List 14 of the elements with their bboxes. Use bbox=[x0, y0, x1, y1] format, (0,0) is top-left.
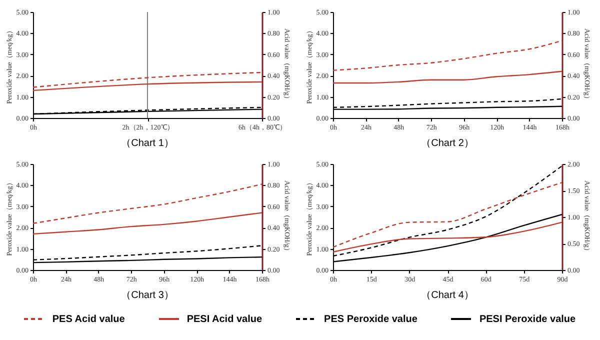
line-series bbox=[33, 184, 262, 224]
line-series bbox=[333, 70, 562, 84]
line-series bbox=[333, 222, 562, 253]
legend-label: PESI Acid value bbox=[186, 314, 262, 324]
line-series bbox=[333, 182, 562, 248]
text: （Chart 4） bbox=[421, 290, 474, 301]
legend-label: PESI Peroxide value bbox=[479, 314, 576, 324]
text: （Chart 2） bbox=[421, 138, 474, 149]
text: （Chart 1） bbox=[121, 138, 174, 149]
line-series bbox=[333, 40, 562, 71]
legend-label: PES Peroxide value bbox=[324, 314, 418, 324]
text: （Chart 3） bbox=[121, 290, 174, 301]
legend-label: PES Acid value bbox=[52, 314, 125, 324]
line-series bbox=[33, 212, 262, 235]
